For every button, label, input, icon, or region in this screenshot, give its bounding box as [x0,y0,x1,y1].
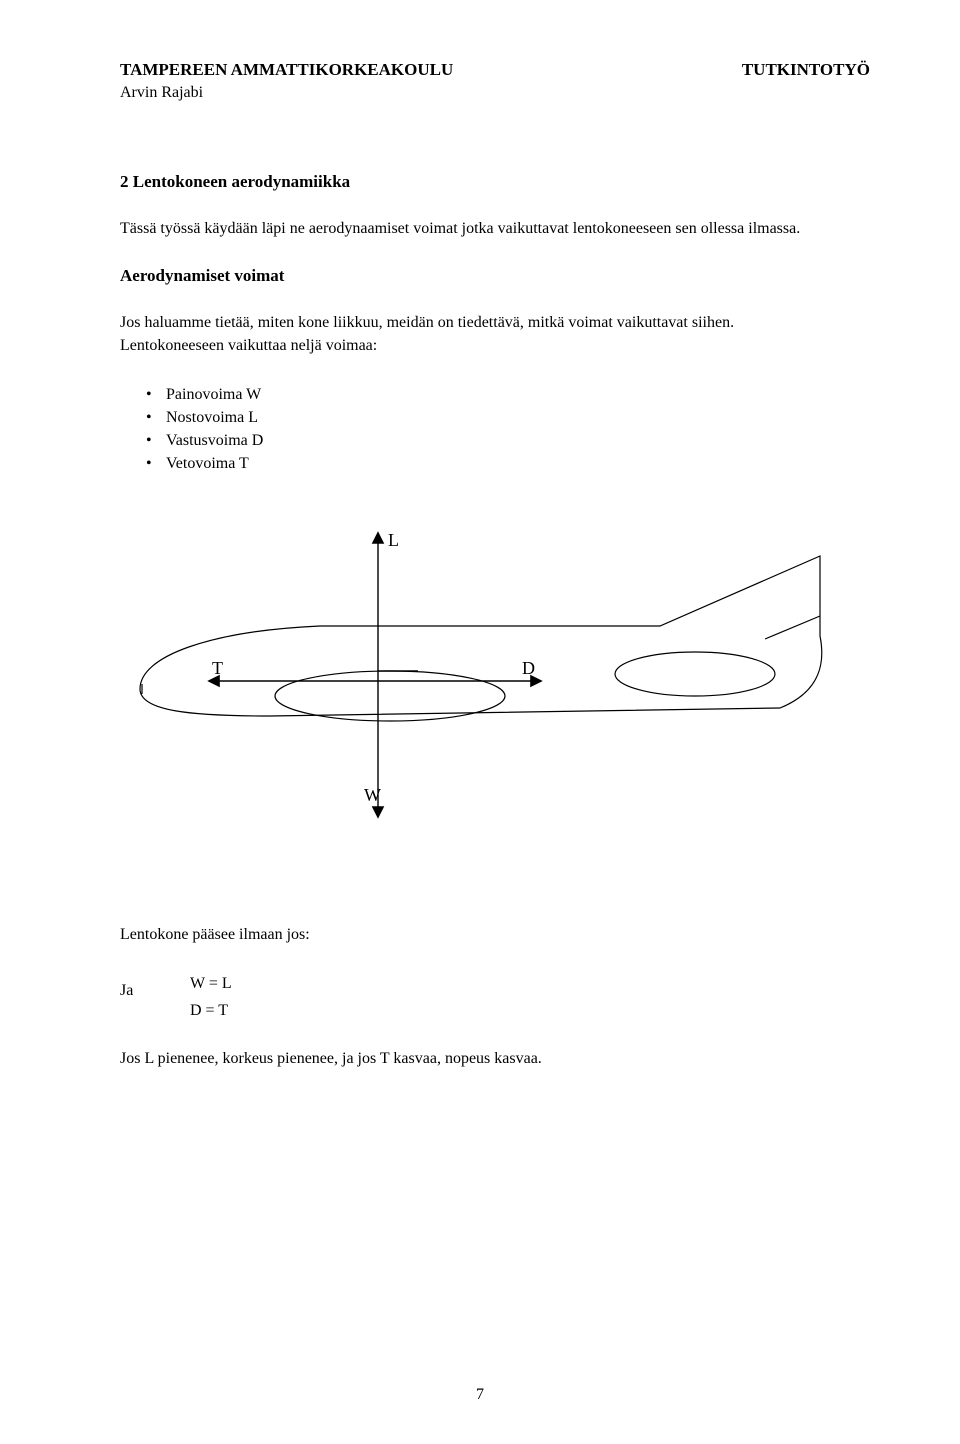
label-L: L [388,530,399,550]
label-D: D [522,658,535,678]
equation-1: W = L [190,970,232,997]
subheading: Aerodynamiset voimat [120,266,870,286]
paragraph-3: Lentokoneeseen vaikuttaa neljä voimaa: [120,335,870,357]
intro-paragraph: Tässä työssä käydään läpi ne aerodynaami… [120,218,870,240]
list-item: Vastusvoima D [166,429,870,452]
page-header: TAMPEREEN AMMATTIKORKEAKOULU TUTKINTOTYÖ [120,60,870,80]
equation-2: D = T [190,997,232,1024]
conditions-intro: Lentokone pääsee ilmaan jos: [120,926,870,944]
label-T: T [212,658,223,678]
equations: W = L D = T [190,970,232,1024]
final-paragraph: Jos L pienenee, korkeus pienenee, ja jos… [120,1050,870,1068]
label-W: W [364,785,381,805]
author-name: Arvin Rajabi [120,84,870,102]
list-item: Vetovoima T [166,452,870,475]
airplane-forces-diagram: L W T D [120,516,840,856]
institution-name: TAMPEREEN AMMATTIKORKEAKOULU [120,60,453,80]
section-title: 2 Lentokoneen aerodynamiikka [120,172,870,192]
list-item: Painovoima W [166,383,870,406]
paragraph-2: Jos haluamme tietää, miten kone liikkuu,… [120,312,870,334]
forces-list: Painovoima W Nostovoima L Vastusvoima D … [166,383,870,476]
document-type: TUTKINTOTYÖ [742,60,870,80]
equations-block: Ja W = L D = T [120,970,870,1024]
conjunction-ja: Ja [120,970,190,1024]
list-item: Nostovoima L [166,406,870,429]
page-number: 7 [476,1386,484,1404]
